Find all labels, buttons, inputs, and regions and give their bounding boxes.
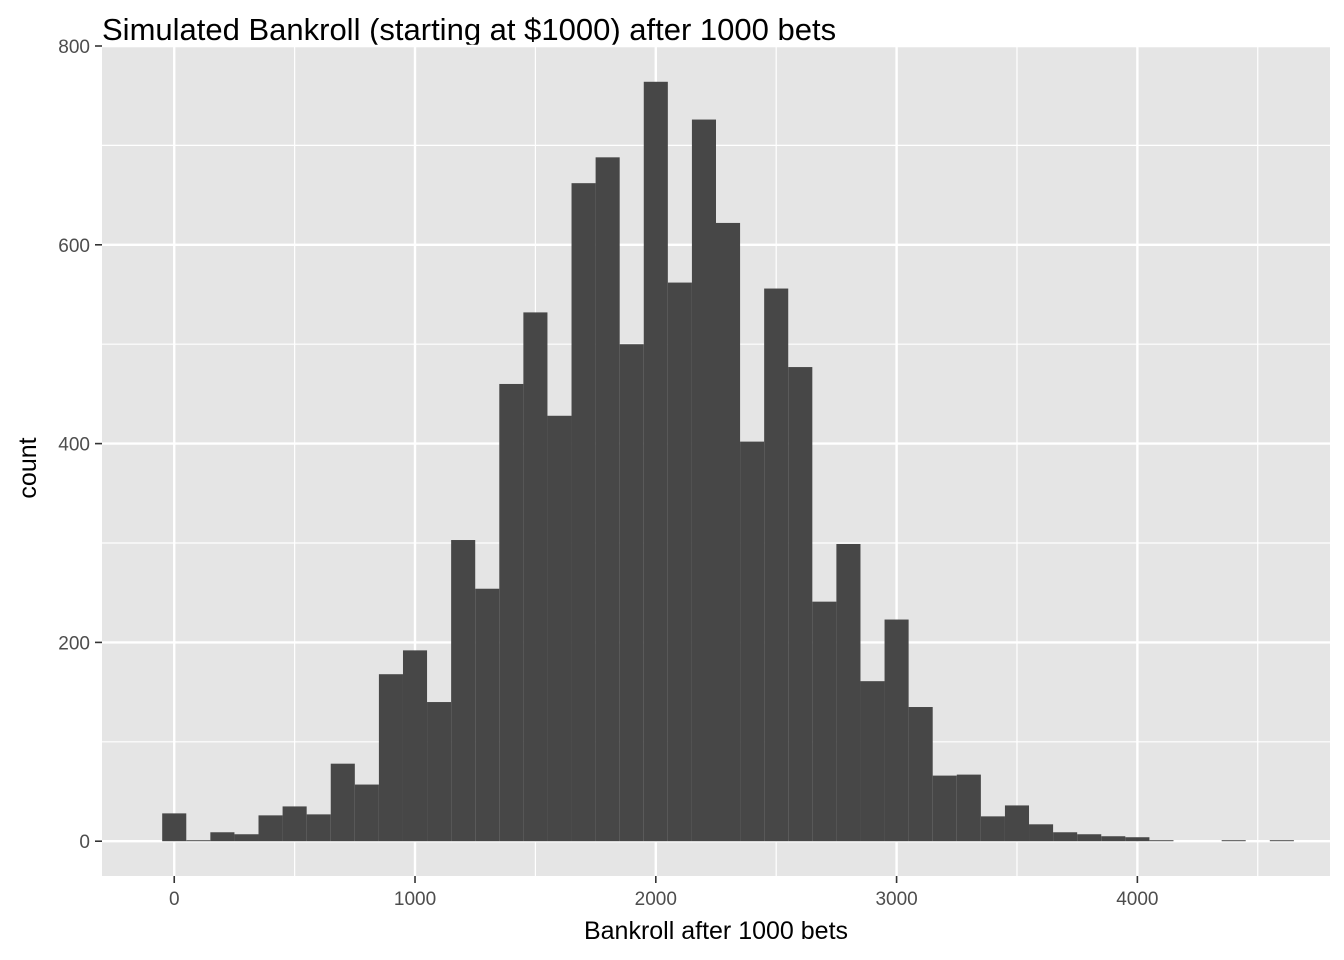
- histogram-bar: [788, 367, 813, 842]
- x-tick-label: 0: [169, 889, 180, 910]
- y-tick-label: 600: [58, 236, 90, 257]
- chart-title: Simulated Bankroll (starting at $1000) a…: [102, 12, 836, 47]
- histogram-bars: [162, 81, 1294, 842]
- histogram-bar: [210, 832, 235, 842]
- histogram-bar: [836, 544, 861, 842]
- histogram-bar: [378, 674, 403, 842]
- histogram-bar: [956, 774, 981, 842]
- x-axis-title: Bankroll after 1000 bets: [584, 917, 848, 945]
- histogram-bar: [643, 81, 668, 842]
- histogram-bar: [306, 814, 331, 842]
- histogram-bar: [716, 222, 741, 842]
- y-tick-label: 400: [58, 435, 90, 456]
- histogram-bar: [932, 775, 957, 842]
- histogram-bar: [812, 601, 837, 842]
- histogram-bar: [908, 707, 933, 842]
- histogram-bar: [1149, 840, 1174, 842]
- histogram-bar: [186, 840, 211, 842]
- histogram-bar: [1004, 805, 1030, 842]
- histogram-bar: [884, 619, 909, 842]
- histogram-bar: [162, 813, 187, 842]
- histogram-bar: [691, 119, 716, 842]
- histogram-bar: [860, 681, 885, 842]
- histogram-bar: [740, 441, 765, 842]
- histogram-bar: [980, 816, 1005, 842]
- histogram-bar: [499, 383, 524, 842]
- histogram-bar: [234, 834, 259, 842]
- histogram-bar: [1125, 837, 1150, 842]
- histogram-bar: [402, 650, 428, 842]
- histogram-bar: [667, 282, 692, 842]
- histogram-bar: [1221, 840, 1246, 842]
- x-tick-label: 4000: [1116, 889, 1158, 910]
- histogram-bar: [619, 344, 644, 842]
- histogram-bar: [547, 415, 572, 842]
- histogram-bar: [1101, 836, 1126, 842]
- y-tick-label: 200: [58, 633, 90, 654]
- histogram-bar: [1029, 824, 1054, 842]
- histogram-bar: [330, 763, 355, 842]
- y-tick-label: 0: [79, 832, 90, 853]
- histogram-bar: [451, 540, 476, 842]
- x-tick-label: 2000: [635, 889, 677, 910]
- histogram-bar: [571, 183, 596, 842]
- y-axis-title: count: [14, 437, 42, 498]
- histogram-bar: [764, 288, 789, 842]
- histogram-bar: [1269, 840, 1294, 842]
- x-tick-label: 3000: [875, 889, 917, 910]
- histogram-bar: [1053, 832, 1078, 842]
- y-axis: 0 200 400 600 800: [58, 37, 102, 853]
- histogram-bar: [475, 588, 500, 842]
- x-axis: 0 1000 2000 3000 4000: [169, 876, 1159, 910]
- histogram-bar: [595, 157, 620, 842]
- histogram-bar: [258, 815, 283, 842]
- histogram-bar: [427, 702, 452, 842]
- histogram-bar: [282, 806, 307, 842]
- x-tick-label: 1000: [394, 889, 436, 910]
- histogram-bar: [523, 312, 548, 842]
- histogram-bar: [354, 784, 379, 842]
- histogram-bar: [1077, 834, 1102, 842]
- y-tick-label: 800: [58, 37, 90, 58]
